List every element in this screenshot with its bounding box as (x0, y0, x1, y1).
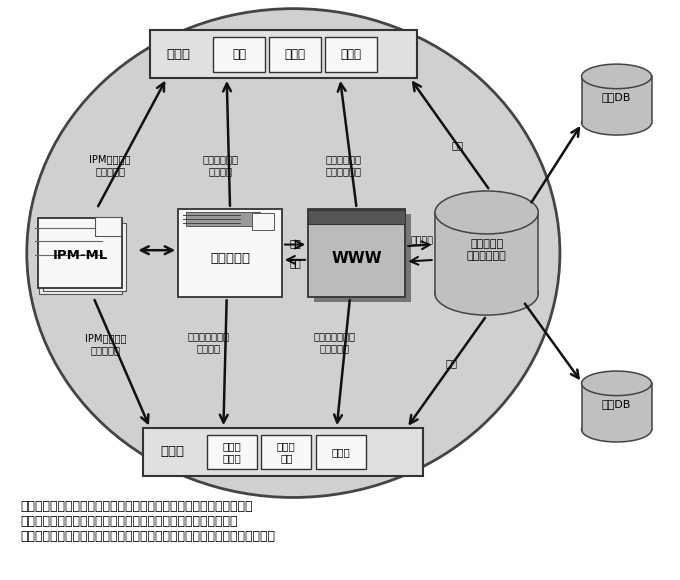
FancyBboxPatch shape (39, 226, 122, 294)
FancyBboxPatch shape (269, 37, 321, 71)
Text: 図１：「天敵カルテ」構成図（農家・普及員・専門家を相互接続し，
データの共有利用をはかるための，枠組み全体を意味している。
現状では，天敵カルテデータベースの中: 図１：「天敵カルテ」構成図（農家・普及員・専門家を相互接続し， データの共有利用… (20, 501, 275, 543)
FancyBboxPatch shape (95, 217, 121, 236)
FancyBboxPatch shape (325, 37, 377, 71)
FancyBboxPatch shape (314, 214, 411, 302)
Text: 普及員: 普及員 (284, 48, 305, 61)
FancyBboxPatch shape (150, 30, 417, 78)
Text: 参照: 参照 (452, 140, 463, 150)
Text: 参照: 参照 (446, 358, 458, 368)
Text: その他: その他 (341, 48, 362, 61)
Text: 農家: 農家 (232, 48, 246, 61)
Text: IPMに関する
質問と回答: IPMに関する 質問と回答 (89, 154, 131, 176)
Ellipse shape (581, 418, 651, 442)
Ellipse shape (435, 191, 539, 234)
Text: WWW: WWW (331, 251, 382, 266)
Ellipse shape (27, 9, 560, 498)
Ellipse shape (581, 371, 651, 396)
Text: ユーザ登録の
確認など: ユーザ登録の 確認など (202, 154, 238, 176)
Text: 天敵カルテ
データベース: 天敵カルテ データベース (466, 240, 507, 261)
Text: レフェリー結果
の記入など: レフェリー結果 の記入など (313, 332, 356, 353)
FancyBboxPatch shape (178, 209, 282, 297)
FancyBboxPatch shape (316, 434, 366, 469)
Polygon shape (581, 383, 651, 430)
Polygon shape (435, 212, 539, 293)
FancyBboxPatch shape (38, 218, 122, 288)
Text: 外部DB: 外部DB (602, 398, 631, 409)
Text: 先進的
農家: 先進的 農家 (277, 441, 296, 463)
FancyBboxPatch shape (186, 212, 260, 226)
FancyBboxPatch shape (308, 209, 405, 297)
FancyBboxPatch shape (43, 223, 126, 291)
Text: 連携: 連携 (290, 238, 301, 248)
Text: 連携: 連携 (290, 258, 301, 268)
Text: 専門家: 専門家 (160, 445, 184, 459)
Text: 外部DB: 外部DB (602, 92, 631, 102)
Ellipse shape (581, 111, 651, 135)
Text: 先進的
普及員: 先進的 普及員 (222, 441, 241, 463)
FancyBboxPatch shape (252, 213, 275, 230)
FancyBboxPatch shape (143, 428, 423, 476)
Polygon shape (581, 77, 651, 123)
FancyBboxPatch shape (261, 434, 311, 469)
Text: IPM-ML: IPM-ML (52, 249, 107, 262)
Text: IPMに関する
質問と回答: IPMに関する 質問と回答 (85, 333, 126, 355)
Text: カルテの記入
カルテの検索: カルテの記入 カルテの検索 (325, 154, 361, 176)
Text: 〈連携〉: 〈連携〉 (411, 237, 433, 245)
Ellipse shape (581, 64, 651, 89)
Text: カルテのレフェ
リー依頼: カルテのレフェ リー依頼 (188, 332, 230, 353)
FancyBboxPatch shape (308, 210, 405, 224)
Text: その他: その他 (332, 447, 350, 457)
FancyBboxPatch shape (207, 434, 257, 469)
Text: 電子メール: 電子メール (210, 252, 250, 265)
Ellipse shape (435, 272, 539, 315)
Text: ユーザ: ユーザ (167, 48, 190, 61)
FancyBboxPatch shape (214, 37, 265, 71)
